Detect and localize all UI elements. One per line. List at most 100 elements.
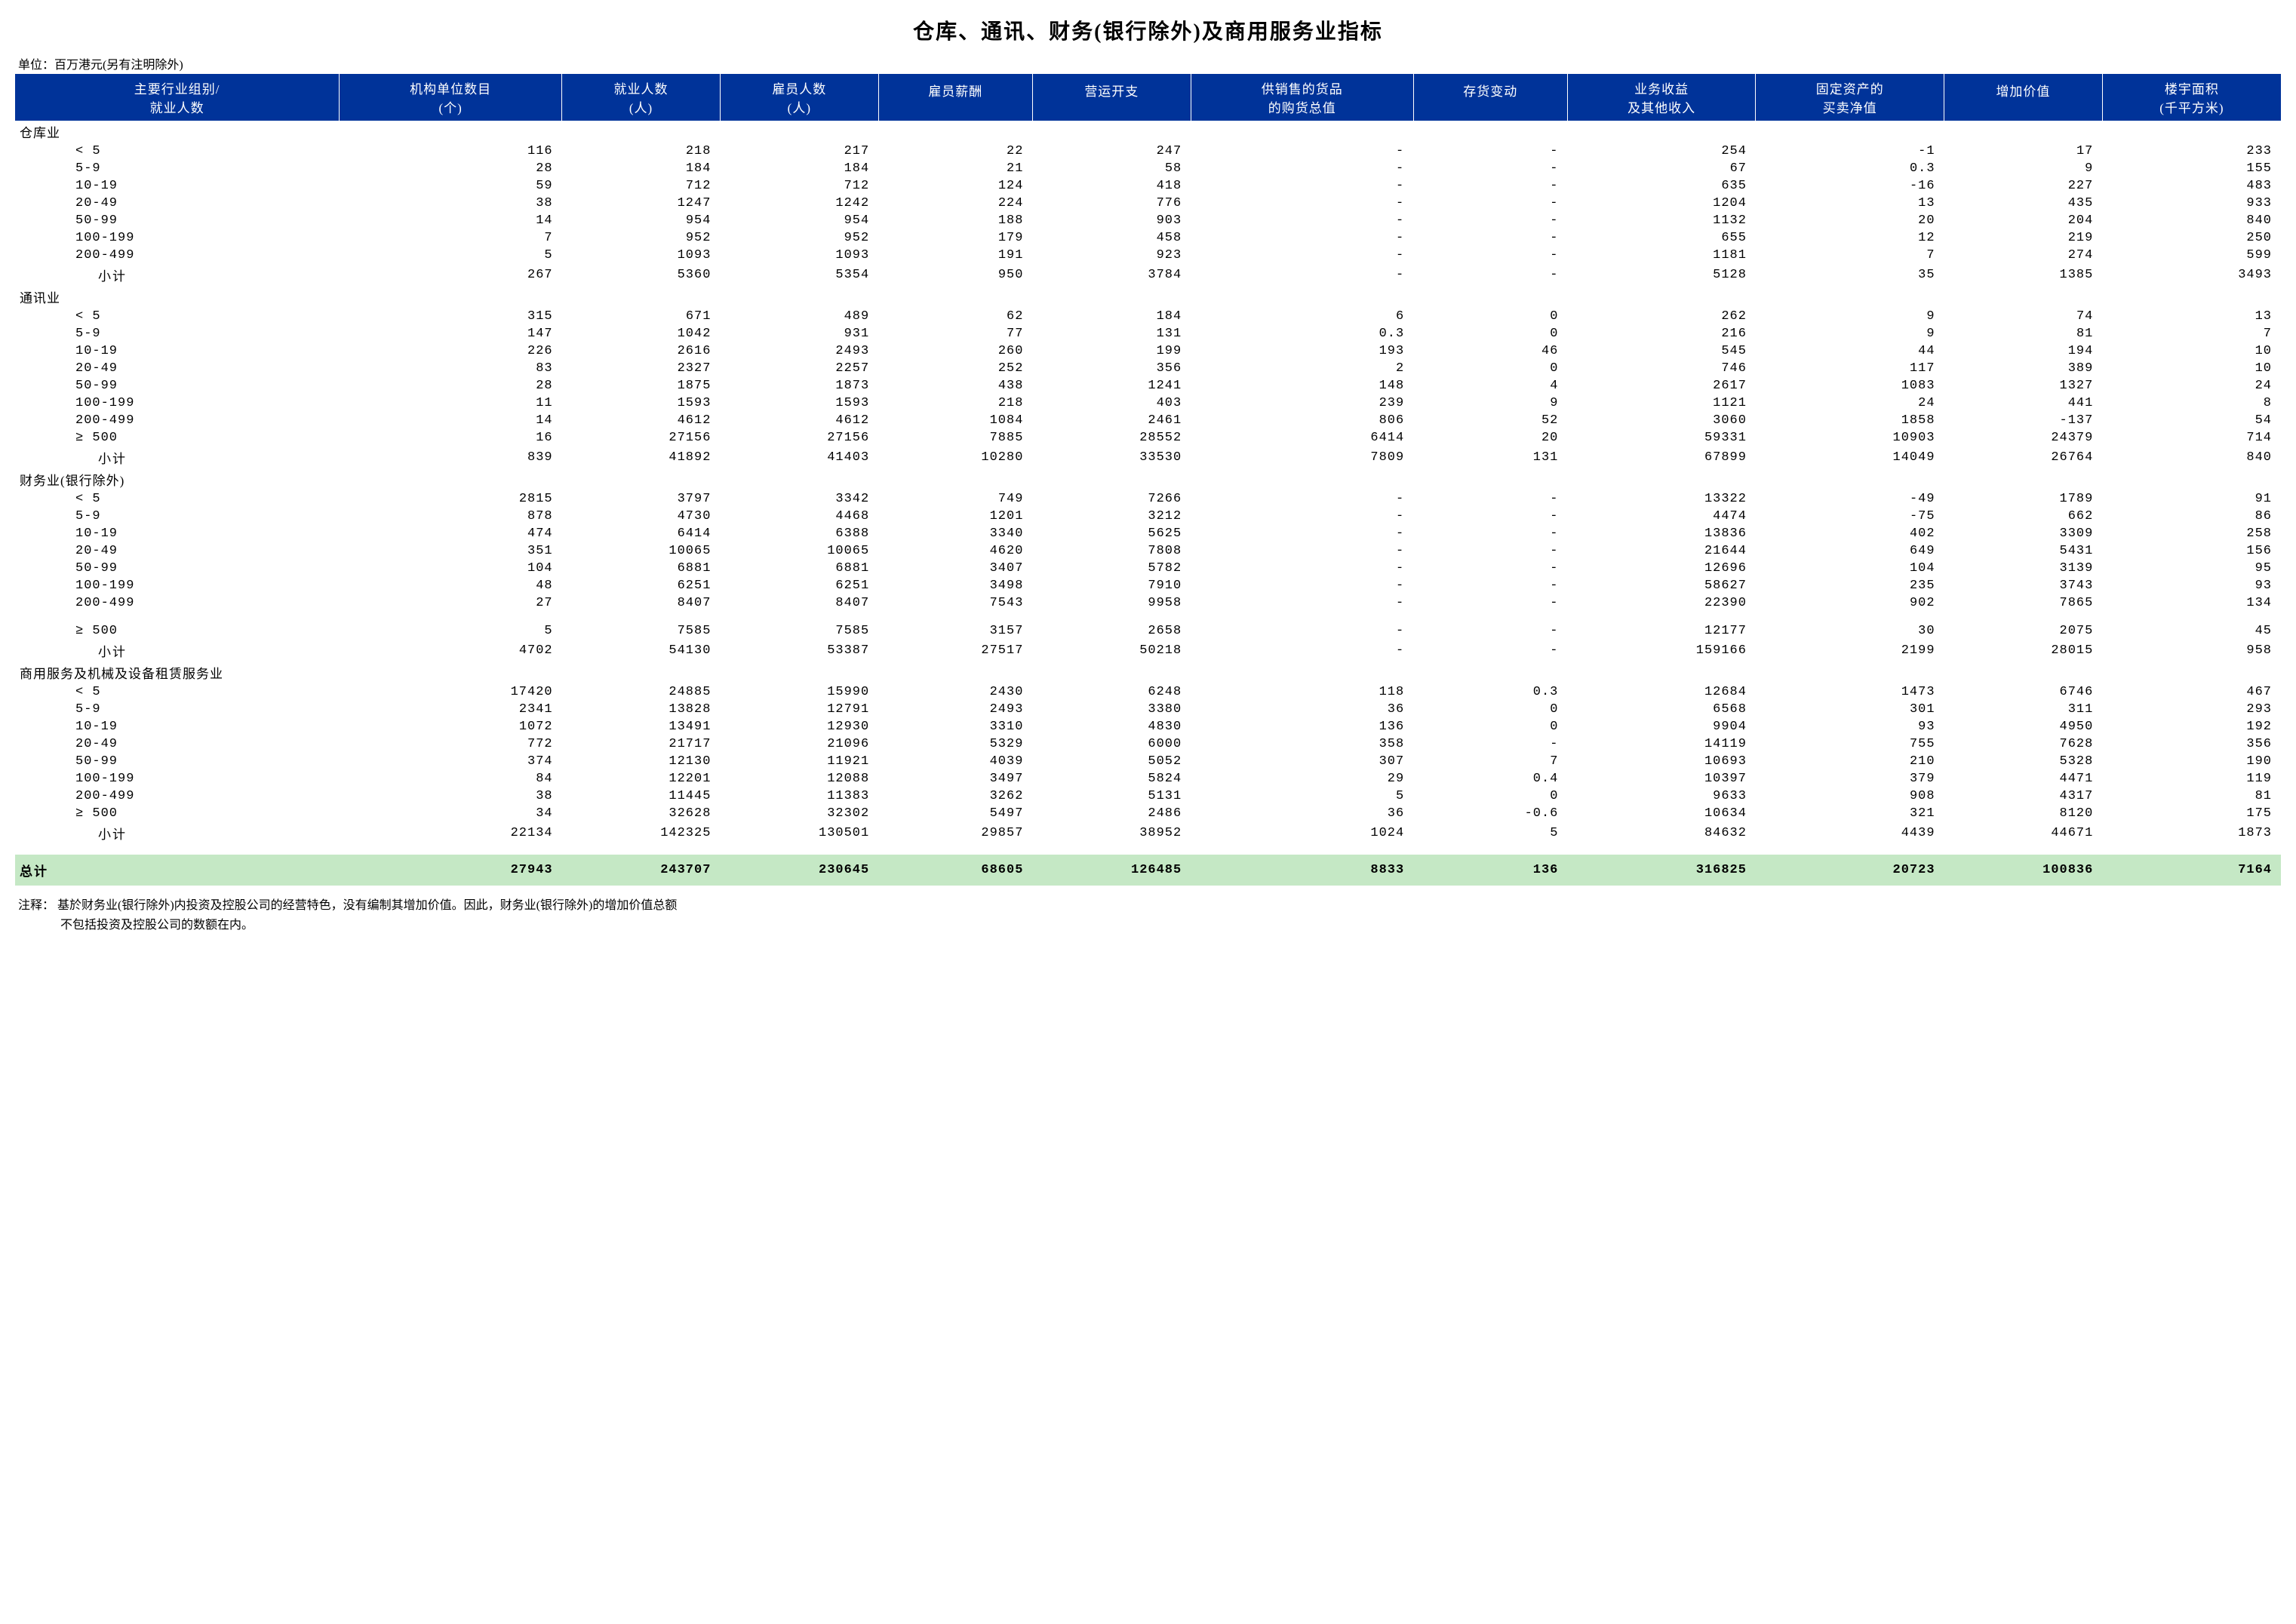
data-table: 主要行业组别/就业人数机构单位数目(个)就业人数(人)雇员人数(人)雇员薪酬 营… (15, 74, 2281, 886)
cell: 24 (2102, 377, 2281, 394)
col-header-line1: 业务收益 (1571, 78, 1753, 97)
cell: 44 (1756, 342, 1944, 360)
cell: 53387 (720, 640, 878, 662)
cell: 130501 (720, 822, 878, 844)
row-label: 20-49 (15, 735, 340, 753)
table-row: 10-1959712712124418--635-16227483 (15, 177, 2281, 195)
cell: 13 (2102, 308, 2281, 325)
cell: 545 (1567, 342, 1756, 360)
cell: 9904 (1567, 718, 1756, 735)
row-label: 20-49 (15, 542, 340, 560)
cell: 136 (1191, 718, 1413, 735)
cell: 13836 (1567, 525, 1756, 542)
cell: 4730 (562, 508, 721, 525)
cell: 7628 (1944, 735, 2103, 753)
col-header-line1: 存货变动 (1417, 81, 1564, 100)
cell: 6251 (562, 577, 721, 594)
cell: -16 (1756, 177, 1944, 195)
cell: 8833 (1191, 855, 1413, 886)
cell: 4468 (720, 508, 878, 525)
cell: 267 (340, 264, 562, 286)
cell: 126485 (1032, 855, 1191, 886)
cell: 28015 (1944, 640, 2103, 662)
section-header: 财务业(银行除外) (15, 468, 2281, 490)
cell: 22134 (340, 822, 562, 844)
cell: - (1191, 195, 1413, 212)
cell: 59331 (1567, 429, 1756, 447)
col-header-line2 (1417, 100, 1564, 115)
cell: 4 (1413, 377, 1567, 394)
cell: 0 (1413, 701, 1567, 718)
cell: 5328 (1944, 753, 2103, 770)
cell: 1873 (720, 377, 878, 394)
cell: 36 (1191, 701, 1413, 718)
footnote-line2: 不包括投资及控股公司的数额在内。 (18, 916, 2281, 935)
cell: 358 (1191, 735, 1413, 753)
cell: - (1413, 508, 1567, 525)
cell: 118 (1191, 683, 1413, 701)
cell: 148 (1191, 377, 1413, 394)
col-header-9: 固定资产的买卖净值 (1756, 74, 1944, 121)
cell: 12930 (720, 718, 878, 735)
cell: 194 (1944, 342, 2103, 360)
table-row: < 5174202488515990243062481180.312684147… (15, 683, 2281, 701)
cell: 230645 (720, 855, 878, 886)
cell: 402 (1756, 525, 1944, 542)
row-label: 200-499 (15, 594, 340, 612)
cell: 3262 (878, 787, 1032, 805)
cell: 7 (1756, 247, 1944, 264)
table-row: 50-9914954954188903--113220204840 (15, 212, 2281, 229)
cell: 11 (340, 394, 562, 412)
row-label: < 5 (15, 143, 340, 160)
row-label: ≥ 500 (15, 622, 340, 640)
table-row: ≥ 5003432628323025497248636-0.6106343218… (15, 805, 2281, 822)
cell: 11445 (562, 787, 721, 805)
cell: 4830 (1032, 718, 1191, 735)
cell: 29857 (878, 822, 1032, 844)
cell: 219 (1944, 229, 2103, 247)
col-header-4: 雇员薪酬 (878, 74, 1032, 121)
cell: 1873 (2102, 822, 2281, 844)
cell: 9 (1756, 325, 1944, 342)
total-row: 总计27943243707230645686051264858833136316… (15, 855, 2281, 886)
cell: 293 (2102, 701, 2281, 718)
cell: 5782 (1032, 560, 1191, 577)
section-name: 商用服务及机械及设备租赁服务业 (15, 662, 2281, 683)
cell: 1084 (878, 412, 1032, 429)
cell: 83 (340, 360, 562, 377)
cell: - (1413, 594, 1567, 612)
cell: -0.6 (1413, 805, 1567, 822)
cell: 9 (1944, 160, 2103, 177)
cell: 1473 (1756, 683, 1944, 701)
table-row: 100-199486251625134987910--5862723537439… (15, 577, 2281, 594)
col-header-line1: 主要行业组别/ (18, 78, 336, 97)
section-name: 财务业(银行除外) (15, 468, 2281, 490)
table-row: < 5315671489621846026297413 (15, 308, 2281, 325)
cell: 458 (1032, 229, 1191, 247)
cell: 193 (1191, 342, 1413, 360)
cell: 954 (562, 212, 721, 229)
table-row: 50-9928187518734381241148426171083132724 (15, 377, 2281, 394)
cell: 7 (1413, 753, 1567, 770)
cell: 10903 (1756, 429, 1944, 447)
cell: 1201 (878, 508, 1032, 525)
cell: 10065 (720, 542, 878, 560)
cell: 6881 (720, 560, 878, 577)
row-label: 50-99 (15, 377, 340, 394)
cell: 6414 (1191, 429, 1413, 447)
cell: 3310 (878, 718, 1032, 735)
cell: 6248 (1032, 683, 1191, 701)
col-header-line2: (千平方米) (2106, 97, 2278, 116)
cell: 24379 (1944, 429, 2103, 447)
col-header-line1: 固定资产的 (1759, 78, 1941, 97)
cell: 7266 (1032, 490, 1191, 508)
cell: 7 (2102, 325, 2281, 342)
cell: 239 (1191, 394, 1413, 412)
cell: 41892 (562, 447, 721, 468)
cell: 30 (1756, 622, 1944, 640)
table-row: ≥ 50016271562715678852855264142059331109… (15, 429, 2281, 447)
cell: 84632 (1567, 822, 1756, 844)
cell: 635 (1567, 177, 1756, 195)
col-header-line1: 供销售的货品 (1194, 78, 1410, 97)
cell: 3309 (1944, 525, 2103, 542)
